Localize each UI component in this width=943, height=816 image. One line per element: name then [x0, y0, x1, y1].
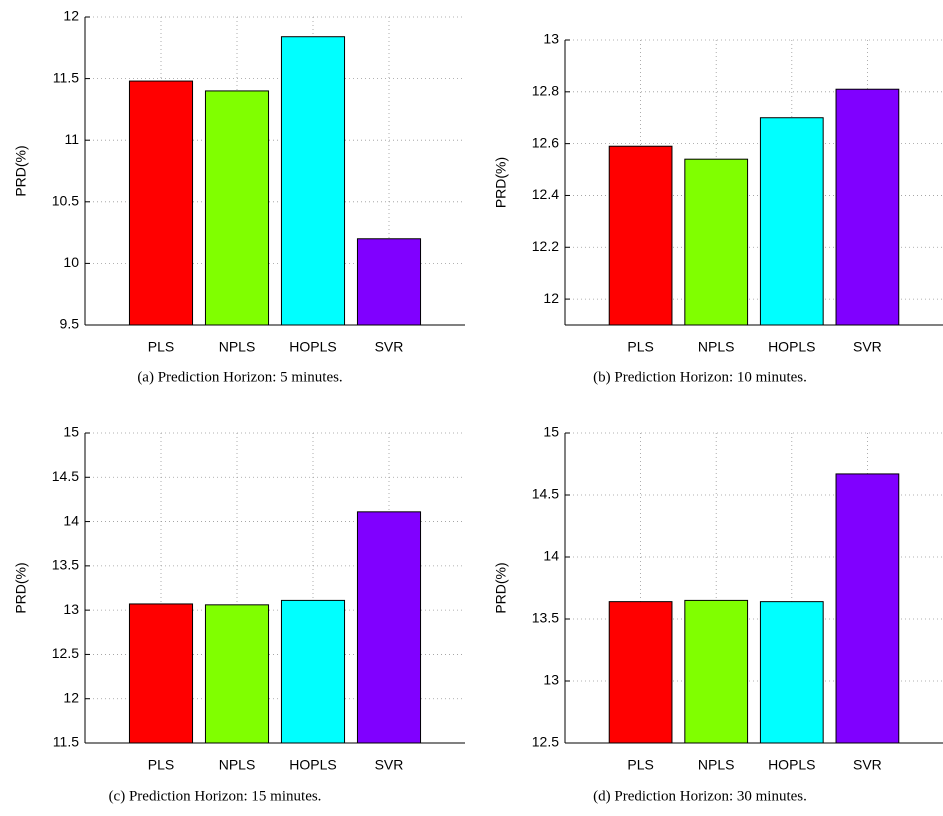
- bar: [759, 117, 824, 326]
- x-tick-label: NPLS: [219, 339, 256, 355]
- bar: [280, 36, 346, 326]
- y-tick-label: 11.5: [53, 734, 79, 750]
- y-tick-label: 12.4: [532, 186, 559, 202]
- bar: [204, 90, 270, 326]
- x-tick-label: PLS: [627, 757, 653, 773]
- x-tick-label: SVR: [853, 339, 882, 355]
- y-tick-label: 14: [543, 548, 559, 564]
- bar: [204, 604, 270, 744]
- x-tick-label: PLS: [148, 757, 174, 773]
- bar: [608, 601, 673, 744]
- x-tick-label: NPLS: [698, 339, 735, 355]
- y-tick-label: 14.5: [52, 468, 79, 484]
- y-tick-label: 12.5: [532, 734, 559, 750]
- y-axis-label: PRD(%): [493, 157, 509, 208]
- y-tick-label: 12.5: [52, 645, 79, 661]
- y-tick-label: 15: [63, 424, 79, 440]
- y-axis-label: PRD(%): [13, 562, 29, 613]
- x-tick-label: SVR: [375, 757, 404, 773]
- x-tick-label: PLS: [148, 339, 174, 355]
- caption: (c) Prediction Horizon: 15 minutes.: [109, 788, 322, 804]
- y-axis-label: PRD(%): [13, 145, 29, 196]
- bar: [684, 599, 749, 744]
- caption: (d) Prediction Horizon: 30 minutes.: [593, 788, 807, 804]
- y-tick-label: 12: [63, 8, 79, 24]
- y-tick-label: 13: [543, 672, 559, 688]
- x-tick-label: HOPLS: [289, 757, 336, 773]
- bar: [684, 158, 749, 326]
- x-tick-label: NPLS: [219, 757, 256, 773]
- y-tick-label: 11: [64, 131, 79, 147]
- y-tick-label: 10.5: [52, 193, 79, 209]
- x-tick-label: SVR: [375, 339, 404, 355]
- bar: [280, 599, 346, 744]
- bar: [356, 238, 422, 326]
- y-tick-label: 13.5: [532, 610, 559, 626]
- y-tick-label: 12: [543, 290, 559, 306]
- x-tick-label: HOPLS: [768, 757, 815, 773]
- bar: [356, 511, 422, 744]
- y-tick-label: 13: [543, 31, 559, 47]
- x-tick-label: HOPLS: [289, 339, 336, 355]
- y-tick-label: 12.8: [532, 83, 559, 99]
- bar: [608, 145, 673, 326]
- caption: (a) Prediction Horizon: 5 minutes.: [137, 369, 342, 385]
- bar: [759, 601, 824, 744]
- bar: [128, 603, 194, 744]
- x-tick-label: HOPLS: [768, 339, 815, 355]
- y-tick-label: 12.6: [532, 134, 559, 150]
- y-tick-label: 10: [63, 254, 79, 270]
- bar: [835, 88, 900, 326]
- y-tick-label: 12.2: [532, 238, 559, 254]
- y-tick-label: 13: [63, 601, 79, 617]
- y-tick-label: 9.5: [60, 316, 80, 332]
- x-tick-label: PLS: [627, 339, 653, 355]
- y-tick-label: 12: [63, 689, 79, 705]
- bar: [835, 473, 900, 744]
- y-tick-label: 13.5: [52, 557, 79, 573]
- y-tick-label: 15: [543, 424, 559, 440]
- y-tick-label: 11.5: [53, 69, 79, 85]
- y-axis-label: PRD(%): [493, 562, 509, 613]
- x-tick-label: SVR: [853, 757, 882, 773]
- bar: [128, 80, 194, 326]
- y-tick-label: 14.5: [532, 486, 559, 502]
- x-tick-label: NPLS: [698, 757, 735, 773]
- caption: (b) Prediction Horizon: 10 minutes.: [593, 369, 807, 385]
- y-tick-label: 14: [63, 512, 79, 528]
